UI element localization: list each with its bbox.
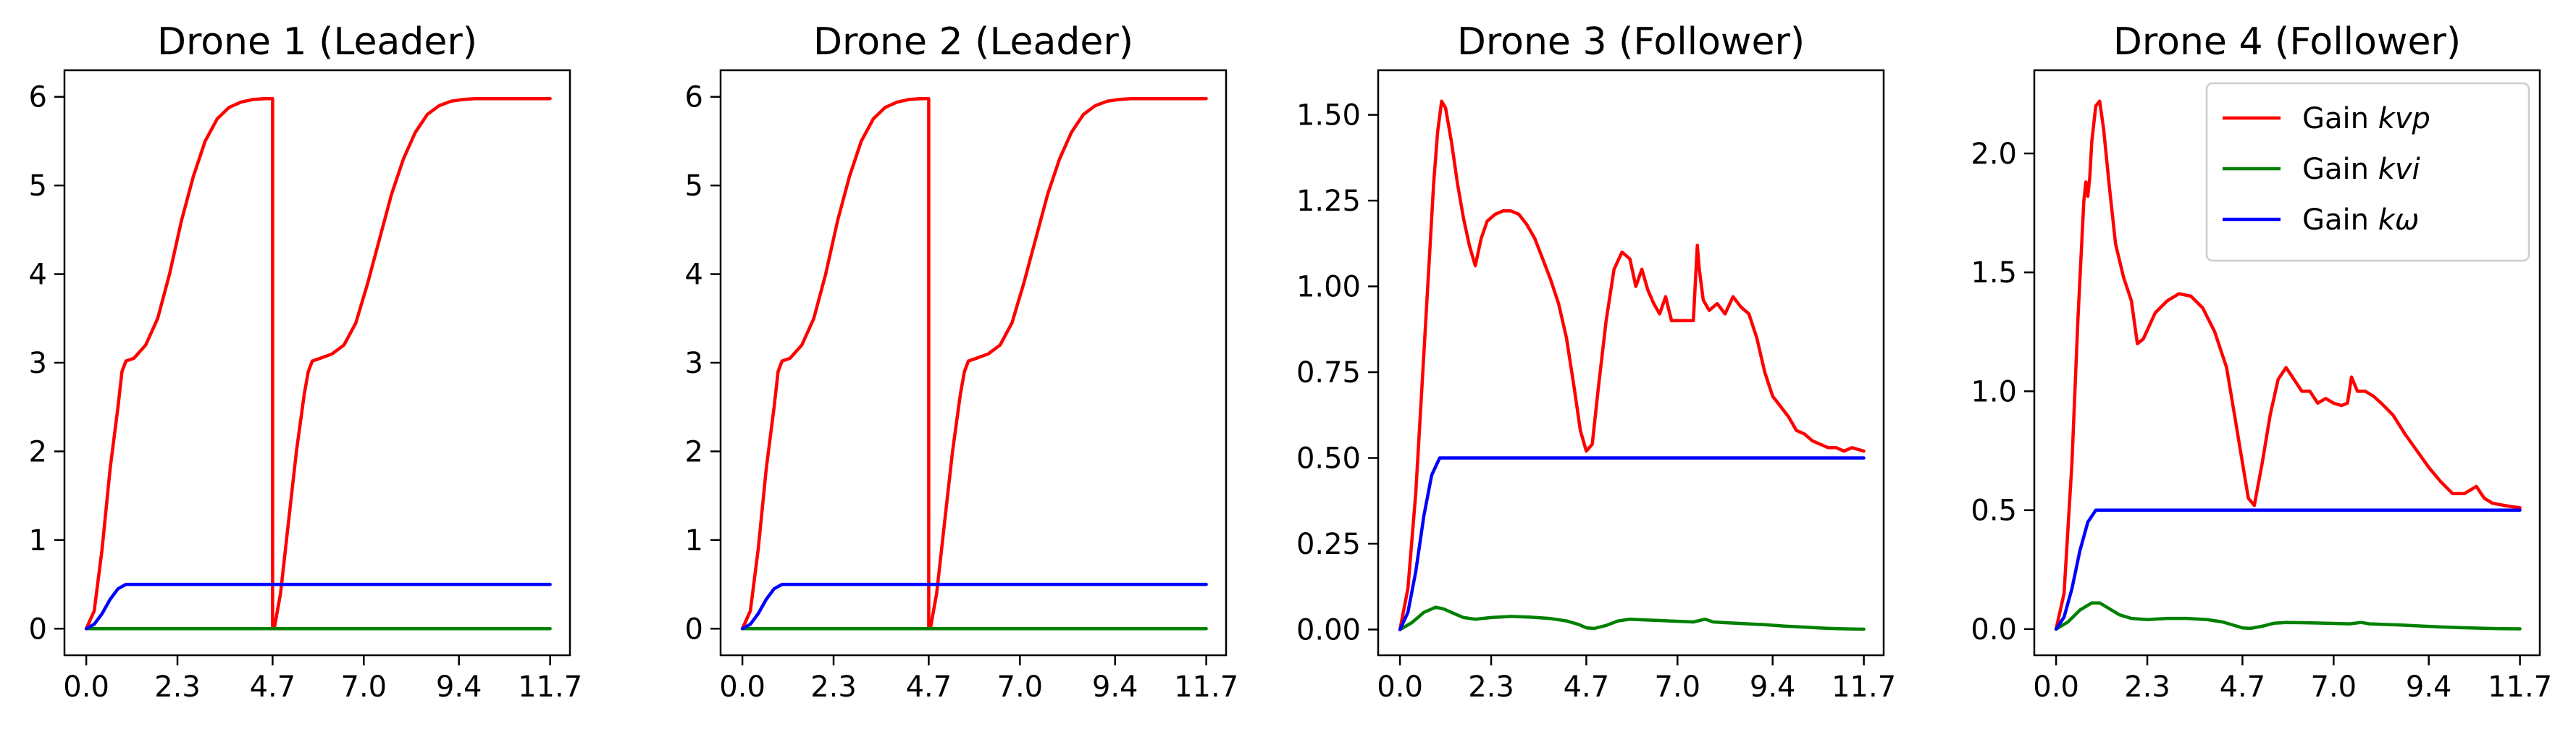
y-tick-label: 0.50: [1296, 442, 1361, 476]
x-tick-label: 4.7: [250, 670, 296, 704]
y-tick-label: 1: [685, 524, 703, 558]
series-group: [2054, 99, 2522, 631]
legend-label-kvi: Gain kvi: [2302, 153, 2420, 186]
y-tick-label: 5: [29, 169, 47, 203]
x-tick-label: 11.7: [1832, 670, 1896, 704]
chart-title: Drone 3 (Follower): [1457, 20, 1805, 64]
x-tick-label: 11.7: [2488, 670, 2552, 704]
x-tick-label: 4.7: [2220, 670, 2266, 704]
y-tick-label: 1.00: [1296, 271, 1361, 304]
series-group: [84, 96, 552, 631]
x-tick-label: 0.0: [2033, 670, 2079, 704]
x-tick-label: 4.7: [906, 670, 952, 704]
x-tick-label: 0.0: [1377, 670, 1423, 704]
legend-label-kvp: Gain kvp: [2302, 102, 2430, 135]
chart-panel-3: Drone 3 (Follower) 0.0 2.3 4.7 7.0 9.4 11.7 0.0…: [1296, 20, 1896, 704]
legend-label-prefix: Gain: [2302, 102, 2378, 135]
y-tick-label: 0: [29, 613, 47, 646]
series-line-kvi: [2054, 601, 2522, 631]
x-tick-label: 2.3: [2124, 670, 2170, 704]
y-tick-label: 0.5: [1971, 495, 2017, 528]
legend-label-kw: Gain kω: [2302, 203, 2419, 237]
chart-panel-2: Drone 2 (Leader) 0.0 2.3 4.7 7.0 9.4 11.7 0 1 2 3 4…: [685, 20, 1239, 704]
y-tick-label: 1.0: [1971, 375, 2017, 408]
series-line-kvp: [84, 96, 552, 631]
series-group: [740, 96, 1208, 631]
axes-frame: [2033, 69, 2541, 657]
chart-title: Drone 1 (Leader): [157, 20, 477, 64]
y-tick-label: 6: [685, 81, 703, 114]
series-line-kw: [1398, 456, 1866, 631]
x-tick-label: 0.0: [63, 670, 109, 704]
chart-title: Drone 4 (Follower): [2113, 20, 2461, 64]
series-line-kw: [84, 582, 552, 631]
series-group: [1398, 99, 1866, 631]
y-tick-label: 2: [29, 435, 47, 468]
chart-panel-4: Drone 4 (Follower) 0.0 2.3 4.7 7.0 9.4 11.7 0.0…: [1971, 20, 2552, 704]
legend-label-prefix: Gain: [2302, 153, 2378, 186]
axes-frame: [1377, 69, 1885, 657]
y-tick-label: 3: [685, 347, 703, 380]
y-tick-label: 0.00: [1296, 613, 1361, 647]
legend-label-symbol: kω: [2378, 203, 2420, 237]
chart-title: Drone 2 (Leader): [813, 20, 1133, 64]
y-tick-label: 0.25: [1296, 528, 1361, 561]
chart-panel-1: Drone 1 (Leader) 0.0 2.3 4.7 7.0 9.4 11.7 0 1 2 3 4…: [29, 20, 583, 704]
y-tick-label: 5: [685, 169, 703, 203]
y-tick-label: 2: [685, 435, 703, 468]
y-tick-label: 6: [29, 81, 47, 114]
x-tick-label: 7.0: [997, 670, 1044, 704]
y-tick-label: 0.75: [1296, 356, 1361, 390]
x-tick-label: 9.4: [436, 670, 482, 704]
axes-frame: [63, 69, 571, 657]
x-tick-label: 7.0: [341, 670, 387, 704]
x-tick-label: 11.7: [1174, 670, 1238, 704]
y-tick-label: 1: [29, 524, 47, 558]
x-tick-label: 2.3: [154, 670, 201, 704]
x-tick-label: 7.0: [2311, 670, 2357, 704]
x-tick-label: 2.3: [1468, 670, 1514, 704]
y-tick-label: 3: [29, 347, 47, 380]
y-tick-label: 1.25: [1296, 185, 1361, 218]
x-tick-label: 4.7: [1564, 670, 1610, 704]
y-tick-label: 2.0: [1971, 138, 2017, 171]
x-tick-label: 0.0: [719, 670, 765, 704]
x-tick-label: 7.0: [1655, 670, 1701, 704]
y-tick-label: 4: [29, 258, 47, 292]
y-tick-label: 4: [685, 258, 703, 292]
x-tick-label: 9.4: [1750, 670, 1796, 704]
y-tick-label: 1.5: [1971, 256, 2017, 290]
series-line-kw: [2054, 508, 2522, 631]
legend-label-symbol: kvp: [2378, 102, 2430, 135]
x-tick-label: 11.7: [518, 670, 582, 704]
axes-frame: [719, 69, 1228, 657]
series-line-kvp: [740, 96, 1208, 631]
x-tick-label: 2.3: [810, 670, 857, 704]
series-line-kw: [740, 582, 1208, 631]
y-tick-label: 1.50: [1296, 99, 1361, 132]
series-line-kvi: [1398, 605, 1866, 631]
series-line-kvp: [1398, 99, 1866, 631]
x-tick-label: 9.4: [2406, 670, 2452, 704]
y-tick-label: 0: [685, 613, 703, 646]
legend-label-prefix: Gain: [2302, 203, 2378, 237]
series-line-kvp: [2054, 99, 2522, 631]
y-tick-label: 0.0: [1971, 613, 2017, 647]
legend-label-symbol: kvi: [2378, 153, 2420, 186]
x-tick-label: 9.4: [1092, 670, 1138, 704]
legend-box: [2205, 82, 2530, 262]
